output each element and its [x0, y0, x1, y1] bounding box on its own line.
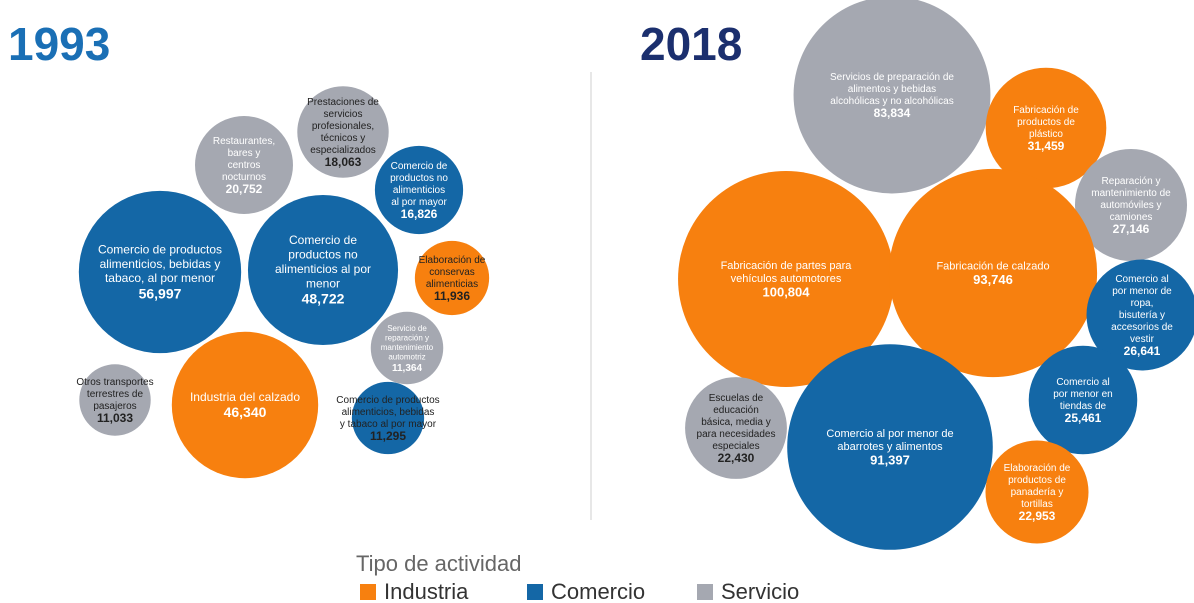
bubble: [297, 86, 389, 178]
bubble-label: Fabricación de productos de plástico: [1013, 105, 1079, 140]
bubble: [985, 67, 1107, 189]
bubble: [1086, 259, 1194, 371]
bubble-value: 46,340: [224, 404, 267, 420]
bubble: [787, 344, 993, 550]
bubble-value: 31,459: [1028, 139, 1065, 153]
bubble: [79, 364, 151, 436]
bubble-value: 11,295: [370, 429, 406, 443]
legend-swatch: [360, 584, 376, 600]
bubble: [247, 194, 399, 346]
bubble: [678, 171, 894, 387]
bubble-label: Industria del calzado: [190, 390, 300, 404]
bubble-label: Escuelas de educación básica, media y para …: [697, 393, 776, 452]
bubble-value: 100,804: [763, 285, 811, 300]
legend-label: Comercio: [551, 579, 645, 603]
bubble: [685, 377, 787, 479]
bubble-label: Reparación y mantenimiento de automóviles …: [1091, 176, 1171, 223]
bubble-value: 11,364: [392, 363, 422, 374]
bubble-value: 16,826: [401, 207, 438, 221]
bubble-label: Comercio de productos alimenticios, bebid…: [336, 395, 439, 430]
bubble: [374, 145, 464, 235]
bubble-label: Fabricación de calzado: [936, 260, 1049, 272]
bubble: [78, 190, 242, 354]
bubble: [370, 311, 444, 385]
bubble-value: 18,063: [325, 155, 362, 169]
bubble: [195, 116, 293, 214]
bubble: [414, 240, 490, 316]
bubble-label: Fabricación de partes para vehículos auto…: [721, 260, 853, 285]
legend-label: Servicio: [721, 579, 799, 603]
bubble-label: Comercio de productos alimenticios, bebid…: [98, 243, 222, 286]
legend-swatch: [697, 584, 713, 600]
bubble-value: 22,430: [718, 451, 755, 465]
bubble: [351, 381, 425, 455]
bubble-value: 93,746: [973, 272, 1013, 287]
bubble-value: 25,461: [1065, 411, 1102, 425]
bubble-value: 56,997: [139, 285, 182, 301]
bubble: [1074, 148, 1188, 262]
bubble: [985, 440, 1089, 544]
bubble-label: Prestaciones de servicios profesionales, té…: [307, 97, 379, 156]
bubble-label: Comercio al por menor de abarrotes y alim…: [826, 428, 953, 453]
legend-label: Industria: [384, 579, 469, 603]
bubble-value: 91,397: [870, 453, 910, 468]
bubble-label: Servicios de preparación de alimentos y b…: [830, 72, 954, 107]
bubble-label: Elaboración de conservas alimenticias: [419, 255, 486, 290]
bubble-label: Comercio de productos no alimenticios al po…: [390, 161, 448, 208]
bubble-label: Elaboración de productos de panadería y tor…: [1004, 463, 1071, 510]
bubble-value: 83,834: [874, 106, 911, 120]
chart-title: 2018: [640, 18, 742, 70]
bubble: [793, 0, 991, 194]
chart-title: 1993: [8, 18, 110, 70]
bubble-value: 27,146: [1113, 222, 1150, 236]
bubble: [888, 168, 1098, 378]
bubble-value: 22,953: [1019, 509, 1056, 523]
bubble-label: Servicio de reparación y mantenimiento auto…: [381, 324, 434, 362]
bubble-label: Comercio al por menor en tiendas de: [1053, 377, 1112, 412]
bubble-value: 11,936: [434, 289, 470, 303]
bubble-value: 20,752: [226, 182, 263, 196]
bubble-label: Comercio de productos no alimenticios al p…: [275, 233, 371, 290]
bubble: [171, 331, 319, 479]
legend-swatch: [527, 584, 543, 600]
bubble-label: Restaurantes, bares y centros nocturnos: [213, 136, 275, 183]
bubble-value: 11,033: [97, 411, 133, 425]
bubble-label: Otros transportes terrestres de pasajeros: [76, 377, 153, 412]
legend-title: Tipo de actividad: [356, 551, 522, 576]
bubble-value: 26,641: [1124, 344, 1161, 358]
bubble-value: 48,722: [302, 291, 345, 307]
bubble: [1028, 345, 1138, 455]
